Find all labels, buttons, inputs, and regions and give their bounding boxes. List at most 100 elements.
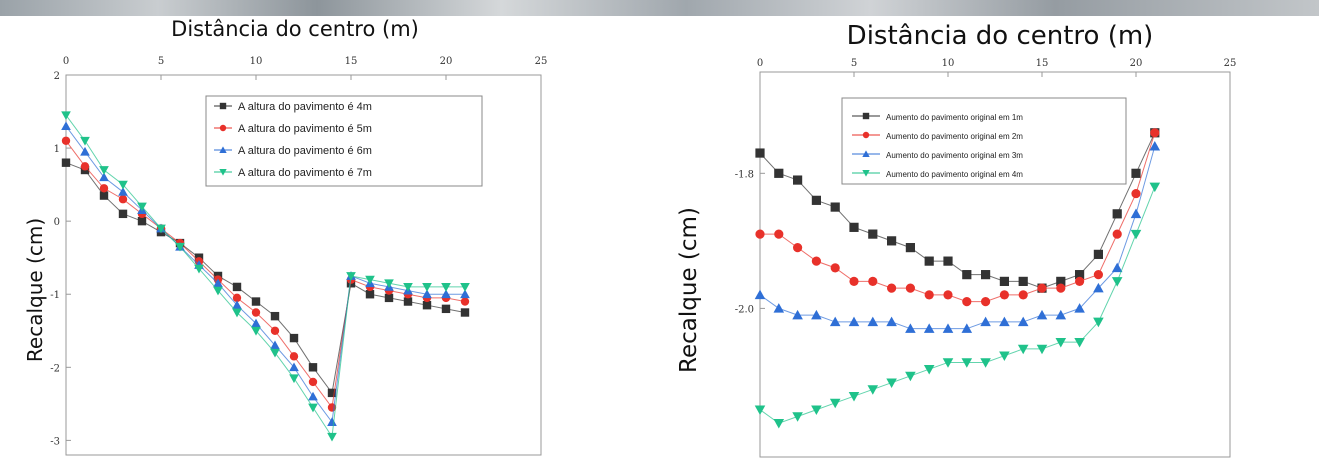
- chart-right-series-4-point: [980, 358, 991, 368]
- chart-left-series-4-point: [80, 136, 90, 146]
- chart-right-series-3-point: [886, 316, 897, 327]
- chart-right-series-3-point: [923, 323, 935, 333]
- chart-right-series-4-point: [1055, 337, 1067, 348]
- chart-right-series-1-point: [1131, 168, 1141, 178]
- chart-left-ytick-label: 2: [54, 71, 60, 82]
- chart-left-legend-marker: [219, 124, 227, 132]
- chart-left-series-4-point: [232, 308, 242, 318]
- chart-right-xtick-label: 0: [757, 58, 763, 69]
- chart-left-series-2-point: [289, 352, 299, 361]
- chart-left-series-4-point: [99, 166, 109, 175]
- chart-right-title: Distância do centro (m): [847, 21, 1154, 51]
- chart-left-series-4-point: [441, 283, 451, 292]
- chart-left-series-3-point: [61, 121, 71, 131]
- chart-right-series-4-point: [1130, 229, 1142, 240]
- chart-left-series-4-point: [194, 264, 204, 274]
- chart-right: Distância do centro (m) Recalque (cm) 0 5…: [676, 21, 1236, 458]
- chart-right-series-2-point: [887, 283, 897, 293]
- chart-left-series-2-point: [460, 297, 470, 306]
- chart-right-series-1-point: [849, 222, 859, 232]
- chart-right-series-3-point: [867, 316, 879, 327]
- chart-left-series-4-line: [65, 114, 465, 439]
- chart-left-title: Distância do centro (m): [171, 17, 419, 41]
- chart-right-series-3-point: [792, 309, 803, 320]
- chart-left-series-3-point: [441, 289, 451, 299]
- chart-left-series-1-point: [137, 216, 147, 226]
- chart-right-ytick-label: -2.0: [735, 304, 754, 315]
- chart-left-xtick-label: 0: [63, 56, 69, 67]
- chart-left-series-1-point: [327, 388, 337, 398]
- chart-left-series-3-point: [422, 289, 432, 299]
- chart-right-xtick-label: 10: [942, 58, 955, 69]
- chart-left-xtick-label: 25: [535, 56, 548, 67]
- chart-right-series-4-point: [848, 391, 860, 402]
- chart-right-series-4-point: [792, 412, 803, 422]
- chart-right-series-1-point: [793, 175, 803, 185]
- chart-right-series-1-point: [887, 236, 897, 246]
- chart-right-series-2-point: [1037, 283, 1047, 293]
- chart-left-series-2-point: [308, 377, 318, 387]
- chart-left-legend-marker: [219, 169, 227, 176]
- chart-right-series-3-point: [905, 323, 916, 333]
- chart-left-series-3-point: [308, 391, 318, 401]
- chart-right-series-3-point: [773, 303, 785, 313]
- chart-left-series-1-point: [232, 282, 242, 292]
- chart-left-series-3-point: [232, 300, 242, 310]
- chart-right-series-1-point: [924, 256, 934, 266]
- chart-left-series-1-point: [251, 297, 261, 306]
- chart-right-series-2-point: [774, 229, 784, 239]
- chart-left-series-4-point: [270, 348, 280, 358]
- chart-left-legend-label: A altura do pavimento é 6m: [238, 145, 372, 157]
- chart-left-series-2-point: [61, 136, 71, 145]
- chart-right-legend-label: Aumento do pavimento original em 4m: [886, 170, 1023, 179]
- chart-left-series-4-point: [308, 403, 318, 413]
- chart-right-series-3-line: [759, 146, 1156, 330]
- chart-right-series-3-point: [942, 323, 954, 333]
- chart-right-series-2-point: [1075, 276, 1085, 286]
- chart-right-series-2-point: [1018, 290, 1028, 300]
- chart-right-legend-marker: [862, 131, 870, 139]
- chart-left-series-3-point: [213, 278, 223, 288]
- chart-right-series-4-point: [829, 398, 841, 409]
- chart-left-series-4-point: [175, 242, 185, 252]
- chart-left-series-3-point: [289, 362, 299, 372]
- chart-right-series-1-point: [830, 202, 840, 212]
- chart-left-series-3-point: [99, 172, 109, 182]
- chart-right-series-2-point: [849, 276, 859, 286]
- chart-right-series-3-point: [1074, 303, 1085, 313]
- chart-left-series-1-point: [270, 311, 280, 321]
- chart-right-series-4-point: [1017, 344, 1029, 355]
- chart-right-series-2-point: [1093, 270, 1103, 280]
- chart-right-series-1-line: [759, 132, 1156, 289]
- chart-right-legend-frame: [841, 97, 1127, 185]
- chart-left-series-1-point: [99, 191, 109, 200]
- chart-right-series-4-point: [811, 405, 822, 416]
- chart-right-series-1-point: [981, 270, 991, 280]
- chart-right-series-1-point: [1112, 209, 1122, 219]
- chart-right-legend: Aumento do pavimento original em 1m Aumen…: [841, 97, 1127, 185]
- chart-right-series-2-point: [905, 283, 916, 293]
- chart-left-series-3-point: [80, 146, 90, 156]
- chart-right-series-1-point: [1018, 276, 1028, 286]
- chart-left-legend-label: A altura do pavimento é 4m: [238, 101, 372, 113]
- chart-left-series-3-point: [460, 289, 470, 299]
- chart-right-series-4-point: [961, 358, 973, 368]
- chart-left-series-4-point: [137, 202, 147, 212]
- chart-left-series-1-point: [365, 290, 375, 299]
- chart-right-series-4-point: [1149, 182, 1161, 193]
- chart-right-legend-marker: [862, 150, 870, 157]
- chart-right-legend-marker: [862, 170, 870, 177]
- chart-left-series-4-point: [460, 283, 470, 292]
- chart-right-plot-frame: [759, 71, 1231, 458]
- chart-right-series-3-point: [829, 316, 841, 327]
- chart-left-series-4-point: [403, 283, 413, 292]
- chart-left-series-3-point: [327, 417, 337, 426]
- chart-right-series-2-point: [1131, 188, 1141, 199]
- chart-right-series-1-point: [905, 243, 915, 253]
- chart-left-series-4-point: [61, 111, 71, 121]
- chart-left-xtick-label: 10: [250, 56, 263, 67]
- chart-right-series-2-line: [760, 132, 1156, 303]
- chart-right-series-2-point: [1150, 128, 1160, 138]
- chart-right-series-2-point: [868, 276, 878, 286]
- chart-right-series-3-point: [811, 309, 822, 320]
